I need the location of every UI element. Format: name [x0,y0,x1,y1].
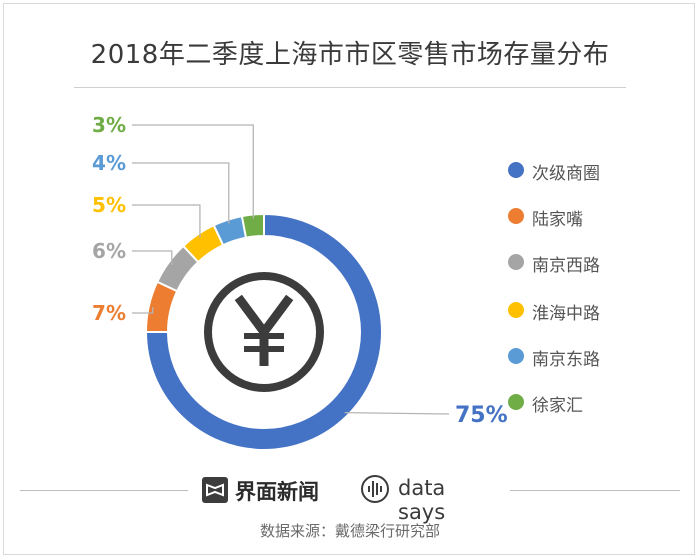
data-says-logo-icon [360,474,390,504]
data-label-nanjing-east: 4% [92,151,126,175]
legend-item-nanjing-west: 南京西路 [508,250,668,276]
footer-divider-left [20,490,188,491]
legend-item-xujiahui: 徐家汇 [508,390,668,416]
chart-frame [3,3,695,555]
legend-label: 南京东路 [532,350,600,370]
slice-xujiahui [240,212,265,239]
legend-swatch [508,208,524,224]
leader-line-huaihai [132,204,201,238]
slice-secondary [144,212,383,451]
leader-line-nanjing-west [132,250,173,265]
title-divider [74,87,626,88]
brand-name: 界面新闻 [235,480,319,504]
data-label-secondary: 75% [455,403,508,428]
legend-label: 徐家汇 [532,396,583,416]
jiemian-logo-icon [202,477,228,503]
data-label-nanjing-west: 6% [92,239,126,263]
legend-item-nanjing-east: 南京东路 [508,344,668,370]
brand-bar: 界面新闻 data says [202,472,498,524]
legend-swatch [508,348,524,364]
legend-label: 南京西路 [532,256,600,276]
legend-swatch [508,254,524,270]
legend-swatch [508,394,524,410]
legend-label: 淮海中路 [532,304,600,324]
data-source: 数据来源：戴德梁行研究部 [259,522,440,540]
data-label-xujiahui: 3% [92,113,126,137]
legend-label: 次级商圈 [532,164,600,184]
leader-line-secondary [344,411,450,415]
chart-title: 2018年二季度上海市市区零售市场存量分布 [90,40,610,70]
footer-divider-right [510,490,680,491]
yen-icon [204,272,324,392]
leader-line-nanjing-east [132,162,230,224]
legend-swatch [508,302,524,318]
leader-line-lujiazui [132,307,154,314]
legend-item-lujiazui: 陆家嘴 [508,204,668,230]
leader-line-xujiahui [132,124,254,219]
legend-label: 陆家嘴 [532,210,583,230]
legend-swatch [508,162,524,178]
legend-item-huaihai: 淮海中路 [508,298,668,324]
data-label-lujiazui: 7% [92,301,126,325]
partner-name: data says [398,476,446,524]
legend-item-secondary: 次级商圈 [508,158,668,184]
data-label-huaihai: 5% [92,193,126,217]
